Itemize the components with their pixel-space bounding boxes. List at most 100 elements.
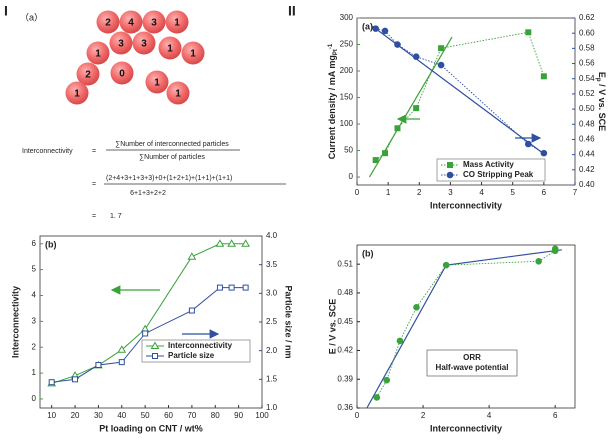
series-line: [375, 31, 545, 161]
marker: [438, 45, 445, 52]
y2-tick-label: 0.56: [579, 59, 595, 68]
legend-text: Half-wave potential: [436, 363, 509, 372]
particle: [96, 10, 120, 34]
marker: [72, 376, 79, 383]
chart-label: (a): [362, 21, 373, 31]
y2-tick-label: 1.0: [266, 403, 278, 412]
formula-eq: =: [92, 148, 96, 155]
y-tick-label: 300: [340, 13, 354, 22]
diagram-label: （a）: [20, 12, 43, 22]
marker: [540, 73, 547, 80]
y-tick-label: 5: [32, 265, 37, 274]
x-tick-label: 40: [117, 411, 126, 420]
x-tick-label: 20: [71, 411, 80, 420]
x-axis-label: Pt loading on CNT / wt%: [99, 423, 203, 433]
formula-numerator: (2+4+3+1+3+3)+0+(1+2+1)+(1+1)+(1+1): [106, 175, 232, 182]
x-tick-label: 6: [553, 411, 558, 420]
marker: [551, 245, 559, 253]
y2-tick-label: 0.46: [579, 135, 595, 144]
particle: [165, 10, 189, 34]
particle-label: 1: [175, 89, 181, 100]
y2-tick-label: 0.44: [579, 150, 595, 159]
x-axis-label: Interconnectivity: [430, 423, 502, 433]
marker: [241, 239, 251, 247]
x-tick-label: 80: [211, 411, 220, 420]
y2-axis-label: Particle size / nm: [284, 285, 294, 358]
marker: [372, 157, 379, 164]
x-tick-label: 4: [487, 411, 492, 420]
marker: [95, 362, 102, 368]
marker: [382, 150, 389, 157]
marker: [228, 284, 235, 291]
marker: [394, 41, 401, 48]
marker: [535, 258, 542, 265]
formula: Interconnectivity = ∑Number of interconn…: [22, 141, 286, 220]
marker: [215, 239, 225, 247]
particle: [132, 31, 156, 55]
y2-axis-label: Ep / V vs. SCE: [595, 72, 606, 131]
particle: [119, 10, 143, 34]
y2-tick-label: 0.48: [579, 119, 595, 128]
label-part: p: [595, 78, 601, 82]
marker: [227, 239, 236, 247]
y2-tick-label: 0.52: [579, 89, 595, 98]
y2-tick-label: 0.50: [579, 104, 595, 113]
y2-tick-label: 0.60: [579, 28, 595, 37]
x-tick-label: 100: [255, 411, 269, 420]
particle: [145, 70, 169, 94]
chart-label: (b): [45, 239, 57, 249]
marker: [117, 345, 127, 353]
y-tick-label: 250: [340, 40, 354, 49]
plot-frame: [356, 17, 576, 186]
x-tick-label: 30: [94, 411, 103, 420]
marker: [373, 394, 381, 401]
particle-label: 2: [105, 18, 111, 29]
marker: [540, 149, 548, 157]
label-part: E: [597, 72, 607, 78]
particle: [76, 62, 100, 86]
plot-frame: [356, 244, 576, 409]
x-tick-label: 2: [417, 188, 422, 197]
particle-label: 2: [85, 70, 91, 81]
y-tick-label: 0.51: [337, 259, 353, 268]
x-tick-label: 70: [187, 411, 196, 420]
marker: [242, 284, 249, 291]
legend-box: [141, 339, 251, 363]
y2-tick-label: 0.40: [579, 180, 595, 189]
marker: [187, 252, 197, 260]
y2-tick-label: 2.0: [266, 346, 278, 355]
marker: [372, 25, 379, 32]
x-tick-label: 4: [479, 188, 484, 197]
series-line: [51, 287, 246, 383]
x-tick-label: 5: [510, 188, 515, 197]
legend-label: Interconnectivity: [168, 341, 233, 350]
formula-numerator: ∑Number of interconnected particles: [115, 141, 229, 148]
marker: [383, 376, 391, 384]
y-tick-label: 50: [344, 146, 353, 155]
x-tick-label: 60: [164, 411, 173, 420]
particle-label: 0: [119, 69, 125, 80]
y2-tick-label: 3.5: [266, 260, 278, 269]
marker: [446, 171, 454, 179]
formula-result: 1. 7: [110, 213, 122, 220]
y2-tick-label: 4.0: [266, 231, 278, 240]
y-tick-label: 4: [32, 291, 37, 300]
formula-lhs: Interconnectivity: [22, 148, 73, 155]
x-tick-label: 6: [542, 188, 547, 197]
y-axis-label: E / V vs. SCE: [327, 299, 337, 355]
particle: [109, 31, 133, 55]
y-tick-label: 0.42: [337, 346, 353, 355]
particle: [166, 81, 190, 105]
marker: [381, 27, 389, 35]
y-tick-label: 0.48: [337, 288, 353, 297]
y2-tick-label: 0.58: [579, 43, 595, 52]
marker: [150, 341, 160, 349]
y-axis-label: Interconnectivity: [10, 286, 20, 358]
legend-box: [426, 349, 518, 377]
marker: [412, 53, 420, 61]
marker: [394, 125, 401, 132]
particle: [86, 41, 110, 65]
y-tick-label: 0.39: [337, 374, 353, 383]
